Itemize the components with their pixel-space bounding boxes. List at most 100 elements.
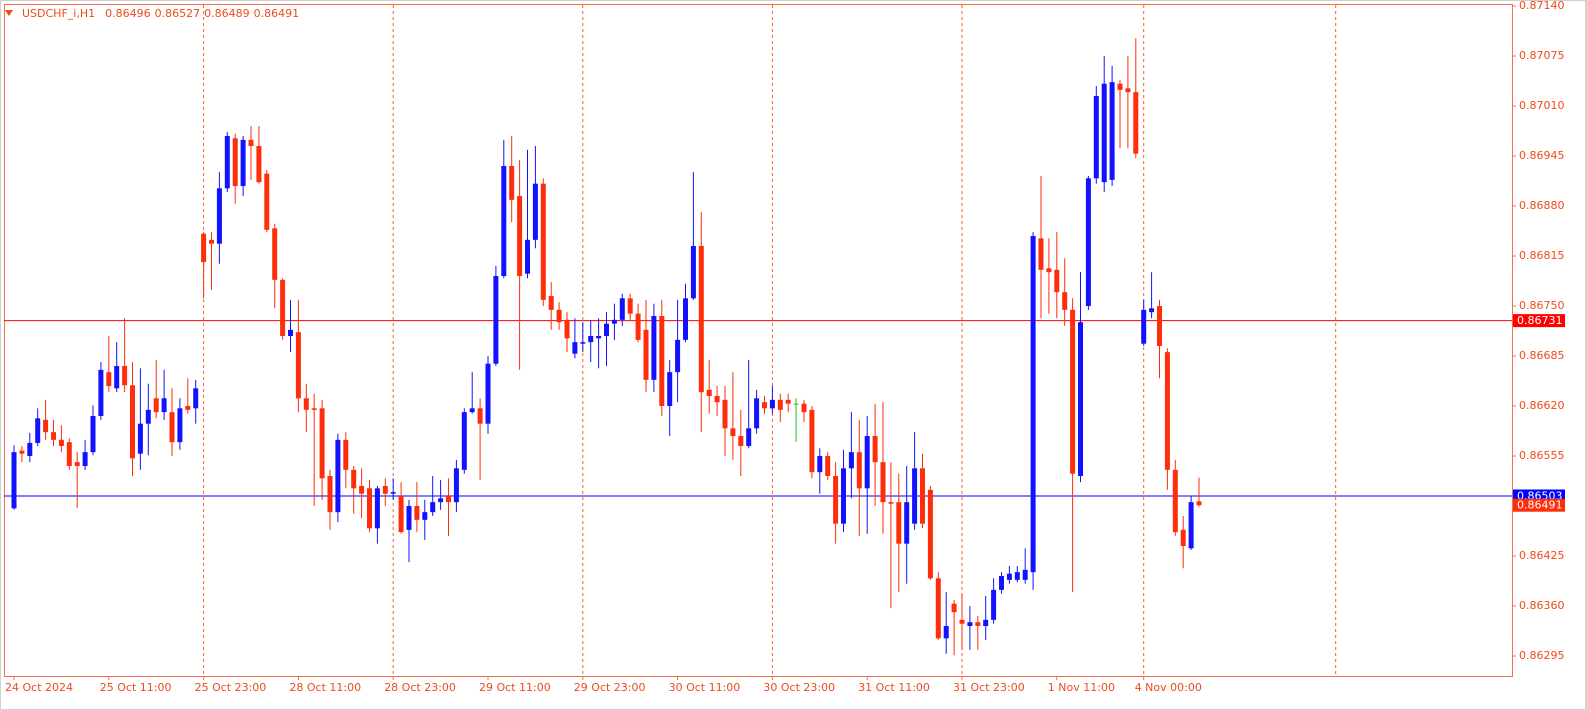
- candle-body: [1188, 502, 1194, 549]
- x-tick-label: 25 Oct 23:00: [195, 681, 267, 694]
- price-tag: [1513, 498, 1565, 512]
- candle-body: [738, 436, 744, 446]
- x-tick-label: 29 Oct 23:00: [574, 681, 646, 694]
- candle-body: [580, 342, 586, 344]
- candle-body: [248, 139, 254, 146]
- candle-body: [98, 369, 104, 416]
- candle-body: [114, 366, 120, 389]
- candle-body: [256, 146, 262, 183]
- candle-body: [74, 462, 80, 466]
- candle-body: [422, 512, 428, 520]
- candle-body: [880, 462, 886, 503]
- x-tick-label: 25 Oct 11:00: [100, 681, 172, 694]
- candle-body: [1046, 268, 1052, 273]
- candle-body: [343, 439, 349, 470]
- candle-body: [627, 298, 633, 314]
- candle-body: [193, 388, 199, 409]
- candle-body: [153, 398, 159, 413]
- candle-body: [359, 486, 365, 494]
- candle-body: [469, 408, 475, 413]
- x-tick-label: 24 Oct 2024: [5, 681, 73, 694]
- candle-body: [525, 239, 530, 274]
- ohlc-value: 0.86491: [254, 7, 300, 20]
- candle-body: [1078, 322, 1083, 476]
- candle-body: [1117, 83, 1123, 90]
- candle-body: [446, 496, 451, 503]
- candle-body: [232, 138, 238, 186]
- y-tick-label: 0.86945: [1519, 149, 1565, 162]
- x-tick-label: 28 Oct 23:00: [384, 681, 456, 694]
- candle-body: [983, 619, 989, 626]
- candle-body: [556, 309, 562, 323]
- candle-body: [1133, 92, 1139, 154]
- candle-body: [611, 319, 617, 324]
- ohlc-value: 0.86527: [155, 7, 201, 20]
- candle-body: [619, 298, 625, 320]
- candle-body: [51, 432, 56, 440]
- candle-body: [319, 408, 325, 479]
- candle-body: [351, 469, 357, 489]
- candle-body: [82, 452, 88, 466]
- level-tag-label: 0.86731: [1517, 314, 1563, 327]
- candle-body: [596, 336, 602, 339]
- candle-body: [1157, 306, 1162, 346]
- candle-body: [912, 468, 918, 524]
- candle-body: [572, 342, 578, 354]
- candle-body: [43, 419, 49, 433]
- candle-body: [935, 578, 941, 639]
- candle-body: [90, 416, 96, 453]
- plot-frame: [4, 4, 1513, 677]
- candle-body: [730, 428, 736, 436]
- candle-body: [1093, 96, 1099, 179]
- candle-body: [904, 502, 910, 544]
- candle-body: [833, 476, 839, 524]
- candle-body: [390, 492, 396, 494]
- x-tick-label: 28 Oct 11:00: [289, 681, 361, 694]
- candle-body: [1006, 573, 1012, 580]
- candle-body: [706, 389, 712, 396]
- candle-body: [841, 468, 846, 524]
- candle-body: [651, 316, 657, 380]
- candle-body: [19, 450, 25, 454]
- candle-body: [303, 398, 309, 410]
- candle-body: [825, 456, 831, 476]
- candle-body: [785, 399, 791, 404]
- y-tick-label: 0.86815: [1519, 249, 1565, 262]
- y-tick-label: 0.87075: [1519, 49, 1565, 62]
- candle-body: [920, 468, 925, 524]
- candle-body: [335, 439, 341, 513]
- candle-body: [11, 452, 17, 509]
- candle-body: [888, 502, 894, 504]
- candle-body: [754, 398, 760, 429]
- candle-body: [382, 486, 388, 494]
- y-tick-label: 0.86360: [1519, 599, 1565, 612]
- candle-body: [438, 498, 444, 503]
- candle-body: [414, 506, 420, 520]
- candle-body: [635, 313, 641, 340]
- candle-body: [999, 576, 1004, 590]
- candle-body: [959, 619, 965, 624]
- candle-body: [1085, 178, 1091, 306]
- candle-body: [1070, 309, 1076, 474]
- y-tick-label: 0.86555: [1519, 449, 1565, 462]
- y-tick-label: 0.86620: [1519, 399, 1565, 412]
- candle-body: [604, 323, 609, 336]
- candle-body: [675, 339, 681, 373]
- y-tick-label: 0.86750: [1519, 299, 1565, 312]
- candle-body: [975, 622, 981, 626]
- candle-body: [27, 442, 33, 456]
- candle-body: [967, 622, 973, 626]
- candle-body: [540, 183, 546, 300]
- candle-body: [896, 502, 902, 544]
- candle-body: [280, 279, 286, 336]
- y-tick-label: 0.86685: [1519, 349, 1565, 362]
- x-tick-label: 4 Nov 00:00: [1135, 681, 1202, 694]
- candle-body: [311, 408, 317, 410]
- candle-body: [461, 412, 467, 470]
- candle-body: [762, 402, 767, 409]
- candle-body: [1109, 82, 1115, 180]
- candle-body: [1149, 308, 1155, 313]
- candle-body: [224, 136, 230, 189]
- candle-body: [746, 428, 752, 446]
- candle-body: [809, 409, 815, 473]
